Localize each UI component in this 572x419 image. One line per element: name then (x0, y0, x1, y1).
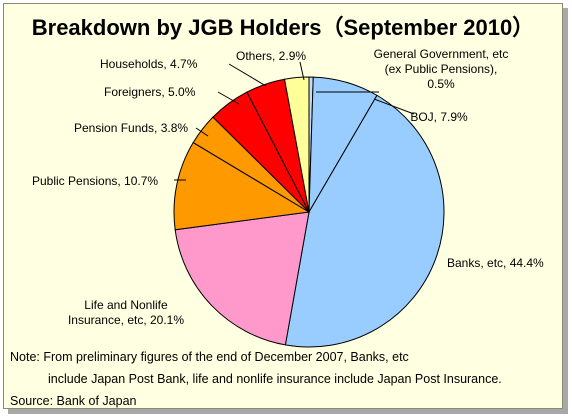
pie-chart: General Government, etc (ex Public Pensio… (32, 47, 544, 348)
pie-slice-3 (284, 94, 445, 348)
leader-line-9 (299, 61, 305, 81)
pie-slice-9 (283, 76, 310, 213)
slice-label-4: Life and Nonlife Insurance, etc, 20.1% (68, 298, 184, 327)
slice-label-9: Others, 2.9% (236, 49, 306, 63)
source-text: Source: Bank of Japan (10, 394, 137, 408)
leader-line-7 (217, 91, 240, 105)
leader-line-2 (373, 98, 415, 115)
slice-label-5: Public Pensions, 10.7% (32, 174, 158, 188)
note-line-2: include Japan Post Bank, life and nonlif… (48, 372, 502, 386)
note-line-1: Note: From preliminary figures of the en… (10, 350, 409, 364)
slice-label-2: BOJ, 7.9% (410, 110, 468, 124)
slice-label-8: Households, 4.7% (100, 57, 198, 71)
pie-slice-5 (173, 141, 311, 231)
leader-line-8 (228, 63, 267, 87)
chart-card: Breakdown by JGB Holders（September 2010）… (3, 3, 563, 409)
slice-label-7: Foreigners, 5.0% (104, 85, 196, 99)
pie-slice-4 (174, 211, 310, 346)
slice-label-1: General Government, etc (ex Public Pensio… (374, 47, 509, 91)
slice-label-3: Banks, etc, 44.4% (447, 256, 544, 270)
slice-label-6: Pension Funds, 3.8% (74, 121, 188, 135)
chart-title: Breakdown by JGB Holders（September 2010） (31, 15, 535, 40)
leader-line-6 (195, 127, 209, 137)
